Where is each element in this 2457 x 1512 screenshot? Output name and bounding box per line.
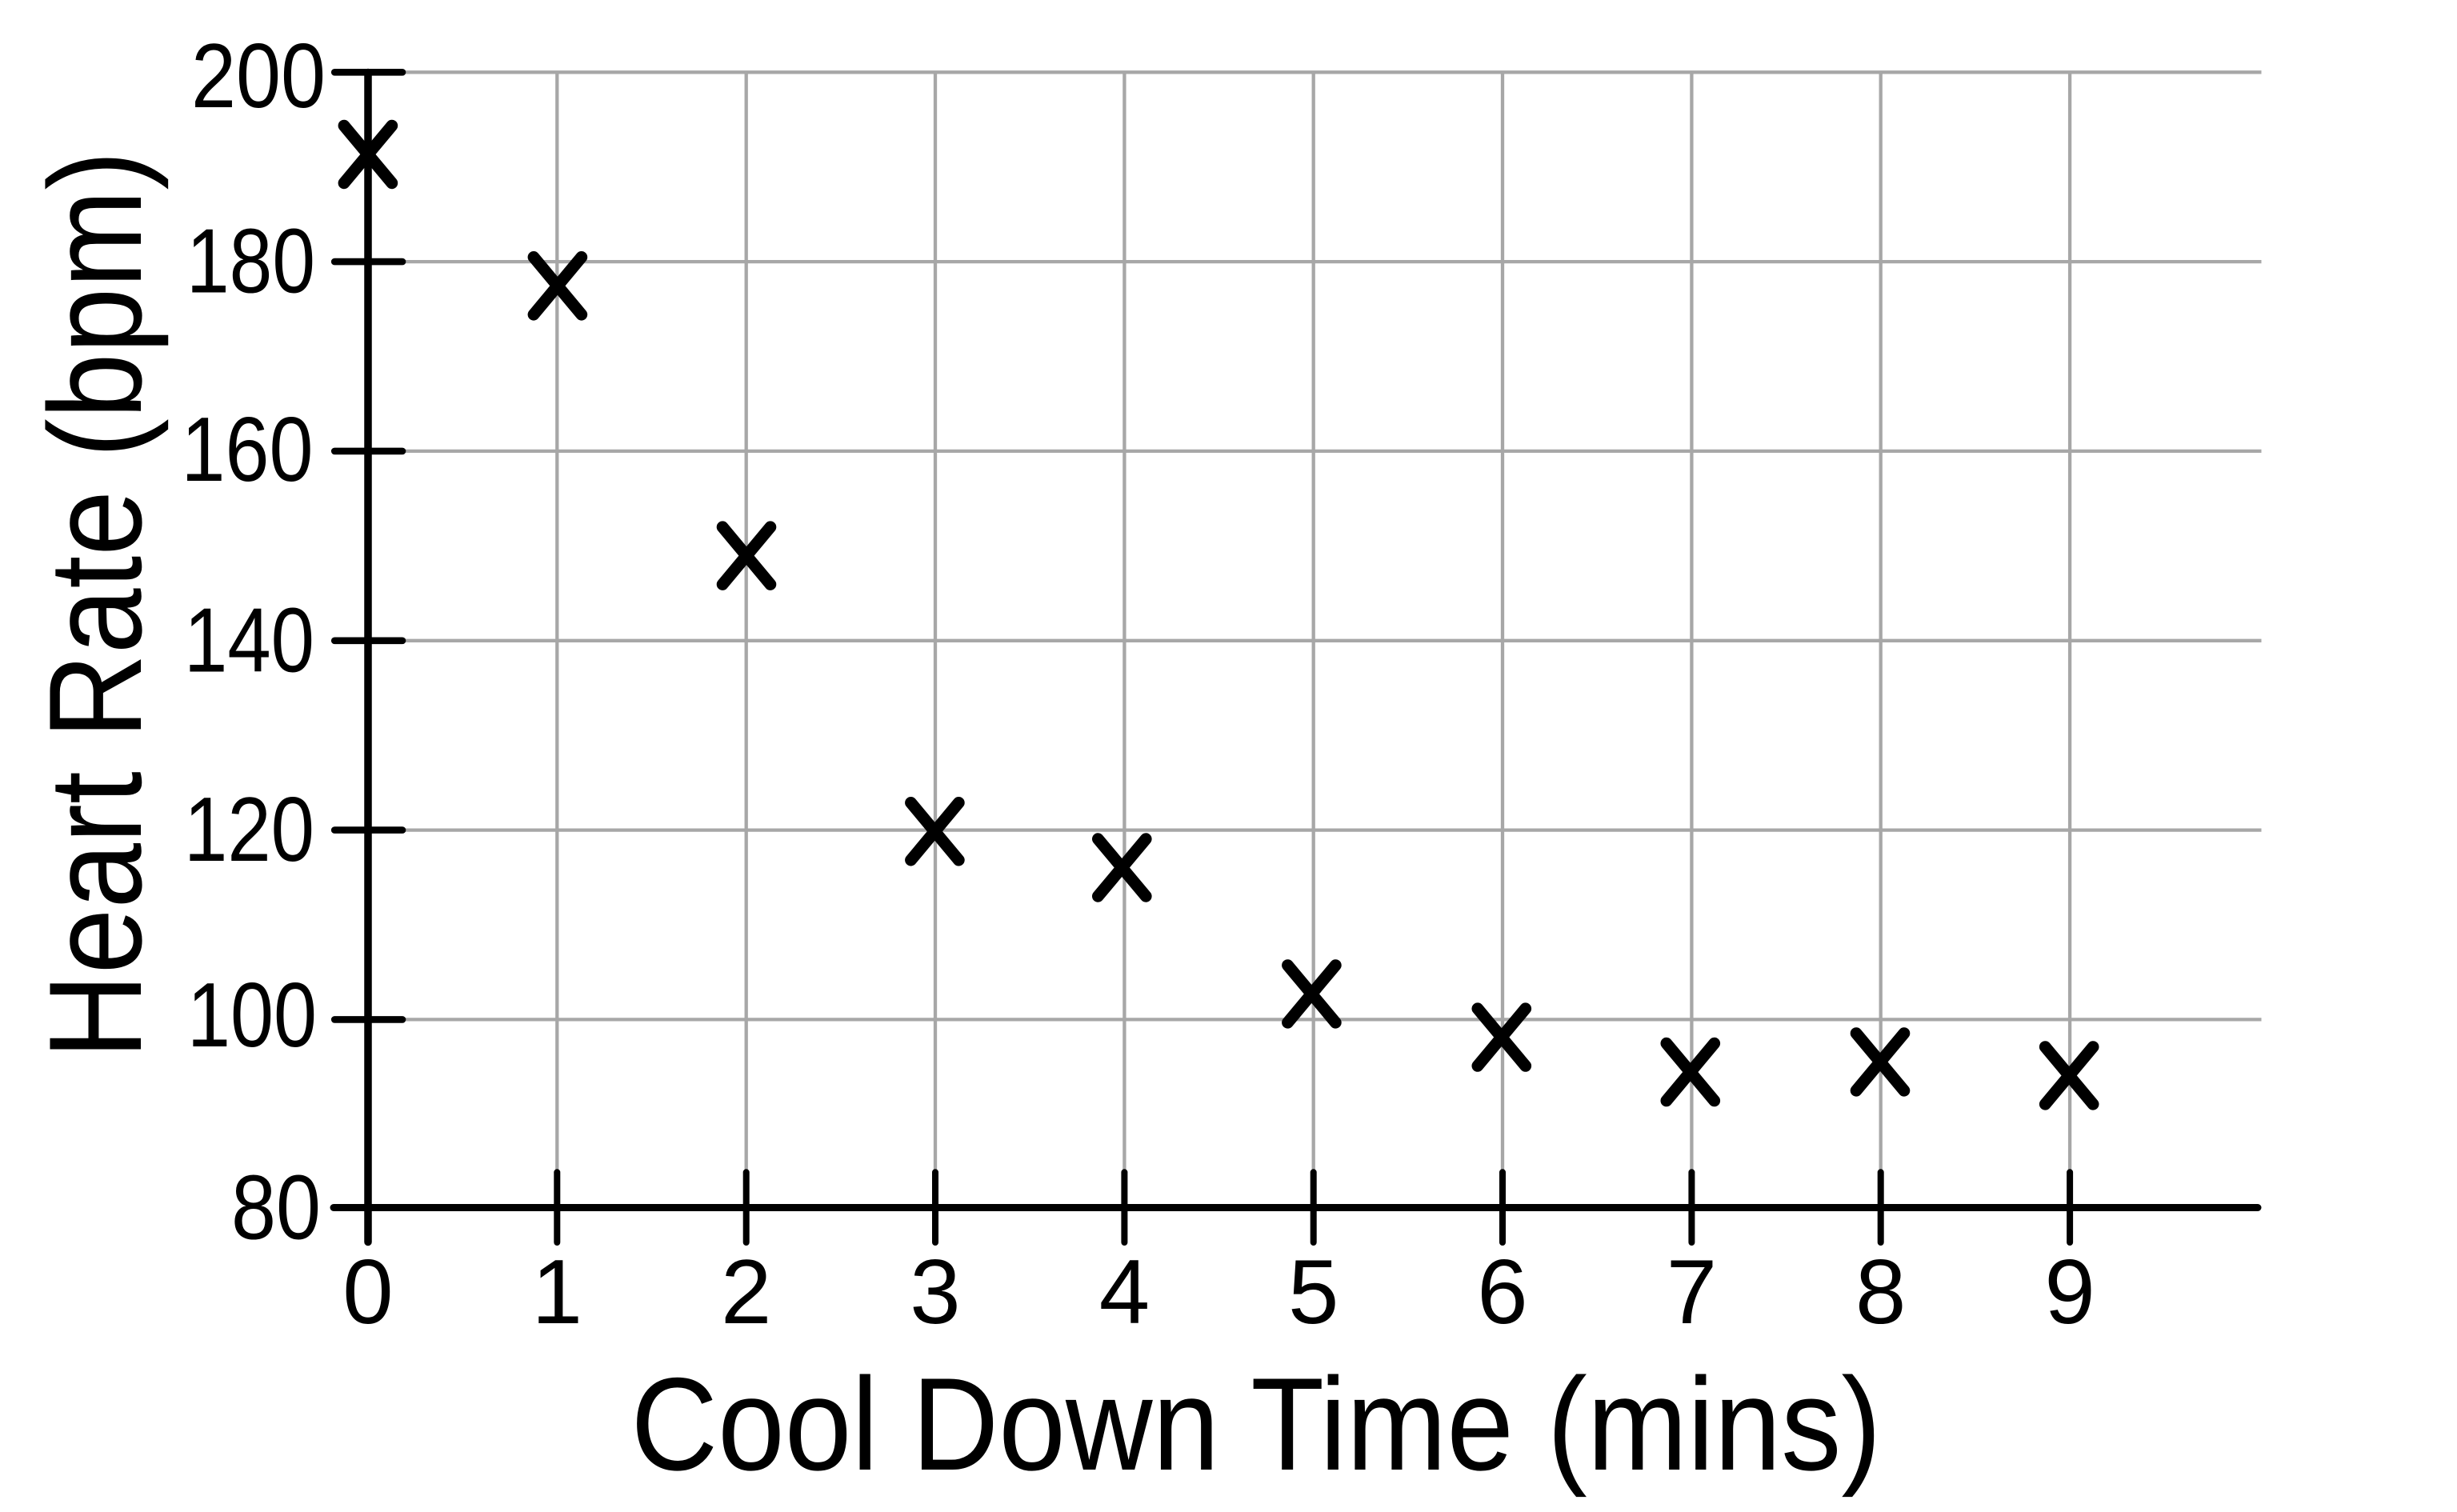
svg-text:100: 100 <box>187 965 317 1066</box>
svg-text:7: 7 <box>1667 1242 1717 1343</box>
svg-text:6: 6 <box>1477 1242 1527 1343</box>
svg-text:Cool Down Time (mins): Cool Down Time (mins) <box>631 1350 1882 1498</box>
svg-text:2: 2 <box>721 1242 771 1343</box>
svg-text:200: 200 <box>191 26 326 127</box>
svg-text:140: 140 <box>184 590 314 691</box>
svg-text:180: 180 <box>186 211 315 313</box>
svg-text:Heart Rate (bpm): Heart Rate (bpm) <box>22 151 169 1059</box>
svg-text:4: 4 <box>1099 1242 1150 1343</box>
svg-text:0: 0 <box>342 1242 393 1343</box>
svg-text:9: 9 <box>2044 1242 2095 1343</box>
svg-text:120: 120 <box>184 779 314 881</box>
svg-text:8: 8 <box>1855 1242 1906 1343</box>
svg-text:160: 160 <box>182 399 314 501</box>
svg-text:1: 1 <box>532 1242 582 1343</box>
svg-text:80: 80 <box>231 1158 321 1259</box>
svg-text:5: 5 <box>1288 1242 1339 1343</box>
svg-text:3: 3 <box>910 1242 960 1343</box>
